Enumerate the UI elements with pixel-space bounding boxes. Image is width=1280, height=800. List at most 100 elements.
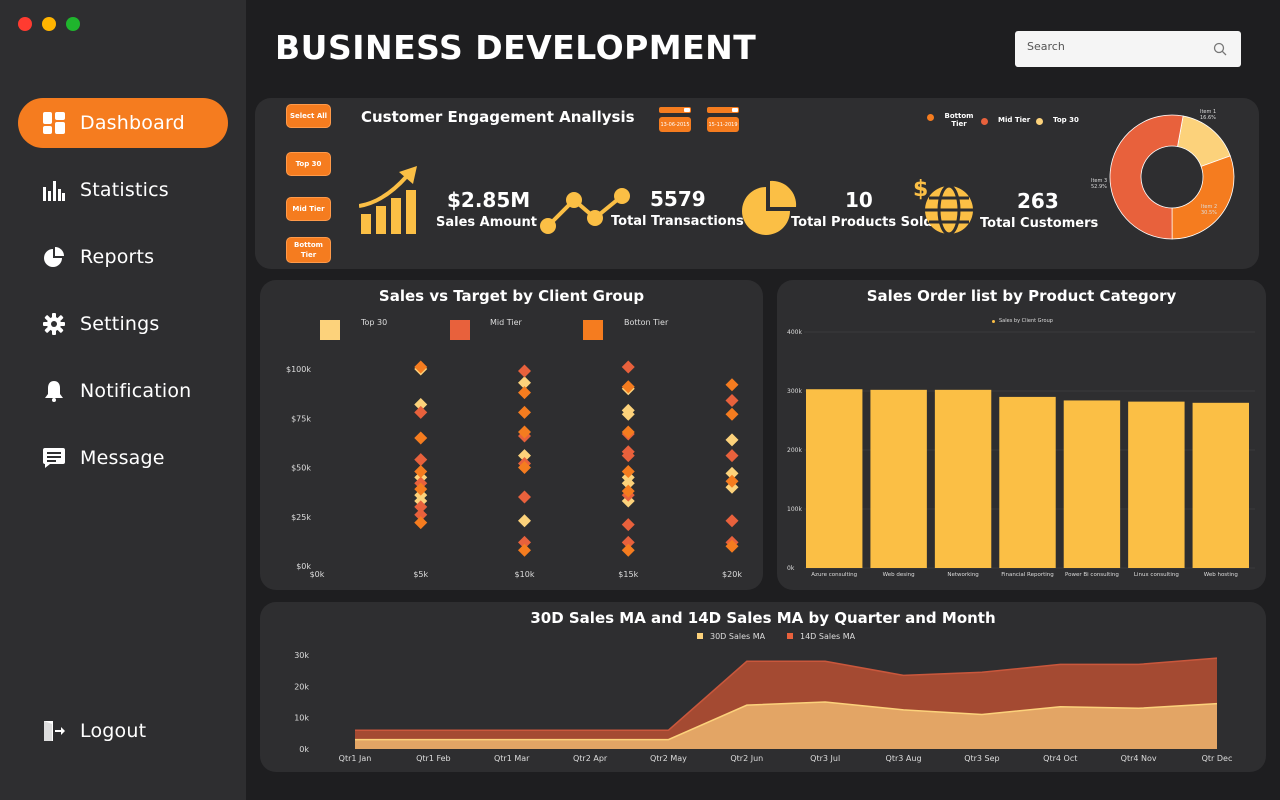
line-trend-icon (540, 188, 630, 234)
area-x-label: Qtr2 May (650, 754, 687, 763)
search-input[interactable] (1027, 40, 1207, 53)
scatter-point (621, 535, 635, 549)
area-y-tick: 30k (294, 651, 309, 660)
scatter-y-tick: $100k (286, 365, 311, 374)
bell-icon (42, 379, 66, 403)
logout-icon (42, 719, 66, 743)
maximize-window-button[interactable] (66, 17, 80, 31)
area-legend-swatch-30d (697, 633, 703, 639)
scatter-point (621, 476, 635, 490)
bar (1192, 402, 1249, 568)
bar (1063, 400, 1121, 568)
scatter-point (518, 461, 531, 474)
scatter-x-tick: $20k (722, 570, 742, 579)
scatter-legend-swatch-bottom (583, 320, 603, 340)
scatter-point (414, 431, 428, 445)
scatter-point (725, 474, 739, 488)
message-icon (42, 446, 66, 470)
sidebar-item-label: Settings (80, 313, 160, 335)
bar-x-label: Power Bi consulting (1065, 572, 1119, 578)
bar-x-label: Web desing (883, 572, 915, 578)
scatter-legend-mid: Mid Tier (490, 318, 522, 327)
scatter-point (725, 394, 739, 408)
search-box[interactable] (1015, 31, 1241, 67)
bar-x-label: Web hosting (1204, 572, 1238, 578)
scatter-point (725, 433, 739, 447)
sidebar-item-label: Statistics (80, 179, 169, 201)
scatter-y-tick: $0k (296, 562, 311, 571)
area-30d (355, 702, 1217, 749)
scatter-point (518, 364, 531, 378)
scatter-plot[interactable]: $0k $25k $50k $75k $100k $0k $5k $10k $15k $20k (260, 280, 763, 590)
scatter-point (725, 407, 739, 421)
bar-y-tick: 400k (787, 329, 802, 336)
bar (1128, 401, 1185, 568)
area-x-label: Qtr1 Jan (339, 754, 372, 763)
scatter-point (621, 425, 635, 439)
area-legend-14d: 14D Sales MA (800, 632, 856, 641)
start-date-slicer[interactable]: 13-06-2015 (659, 107, 691, 133)
sidebar-item-notification[interactable]: Notification (18, 366, 228, 416)
kpi-customers-label: Total Customers (980, 216, 1099, 231)
sidebar-item-label: Notification (80, 380, 192, 402)
scatter-point (414, 482, 428, 496)
logout-button[interactable]: Logout (18, 706, 228, 756)
sidebar-item-statistics[interactable]: Statistics (18, 165, 228, 215)
scatter-point (621, 360, 635, 374)
end-date-slicer[interactable]: 15-11-2019 (707, 107, 739, 133)
search-icon[interactable] (1213, 41, 1227, 60)
area-legend-30d: 30D Sales MA (710, 632, 766, 641)
donut-label-item-2: Item 2 30.5% (1201, 204, 1218, 216)
scatter-point (725, 378, 739, 392)
area-x-label: Qtr Dec (1202, 754, 1233, 763)
sidebar-item-settings[interactable]: Settings (18, 299, 228, 349)
area-x-label: Qtr2 Jun (730, 754, 763, 763)
filter-bottom-tier-button[interactable]: Bottom Tier (286, 237, 331, 263)
minimize-window-button[interactable] (42, 17, 56, 31)
bar-y-tick: 100k (787, 506, 802, 513)
area-x-label: Qtr1 Feb (416, 754, 451, 763)
sales-vs-target-panel: Sales vs Target by Client Group Top 30 M… (260, 280, 763, 590)
kpi-sales-amount-value: $2.85M (447, 188, 531, 212)
area-x-label: Qtr3 Aug (886, 754, 922, 763)
tier-donut-chart[interactable] (1107, 112, 1237, 242)
bar-y-tick: 200k (787, 447, 802, 454)
scatter-point (518, 405, 531, 419)
sidebar-item-dashboard[interactable]: Dashboard (18, 98, 228, 148)
scatter-point (414, 508, 428, 522)
scatter-point (518, 535, 531, 549)
scatter-legend-swatch-top30 (320, 320, 340, 340)
area-y-tick: 0k (299, 745, 309, 754)
scatter-point (621, 380, 635, 394)
legend-top-30: Top 30 (1036, 116, 1079, 125)
sidebar-item-message[interactable]: Message (18, 433, 228, 483)
sidebar-item-label: Reports (80, 246, 155, 268)
scatter-point (621, 543, 635, 557)
kpi-products-value: 10 (845, 188, 873, 212)
close-window-button[interactable] (18, 17, 32, 31)
sales-bars-icon (359, 166, 417, 234)
bar-chart[interactable]: 0k 100k 200k 300k 400k Azure consulting Web de… (777, 280, 1266, 590)
area-title: 30D Sales MA and 14D Sales MA by Quarter… (530, 609, 996, 627)
filter-mid-tier-button[interactable]: Mid Tier (286, 197, 331, 221)
bar-y-tick: 300k (787, 388, 802, 395)
bar-x-label: Networking (947, 572, 978, 578)
area-chart[interactable]: 0k 10k 20k 30k Qtr1 Jan Qtr1 Feb Qtr1 Mar Qtr2 … (260, 602, 1266, 772)
scatter-y-tick: $25k (291, 513, 311, 522)
legend-bottom-tier: Bottom Tier (927, 112, 974, 128)
engagement-title: Customer Engagement Anallysis (361, 108, 635, 126)
filter-select-all-button[interactable]: Select All (286, 104, 331, 128)
scatter-point (621, 464, 635, 478)
kpi-sales-amount-label: Sales Amount (436, 215, 537, 230)
bar-x-label: Linux consulting (1134, 572, 1179, 578)
bar-y-tick: 0k (787, 565, 795, 572)
sales-ma-panel: 30D Sales MA and 14D Sales MA by Quarter… (260, 602, 1266, 772)
scatter-point (621, 449, 635, 463)
sidebar-item-reports[interactable]: Reports (18, 232, 228, 282)
sidebar-item-label: Dashboard (80, 112, 185, 134)
donut-slice-item-3 (1109, 114, 1184, 240)
filter-top30-button[interactable]: Top 30 (286, 152, 331, 176)
legend-mid-tier: Mid Tier (981, 116, 1030, 125)
scatter-point (414, 500, 428, 514)
engagement-panel: Select All Top 30 Mid Tier Bottom Tier C… (255, 98, 1259, 269)
